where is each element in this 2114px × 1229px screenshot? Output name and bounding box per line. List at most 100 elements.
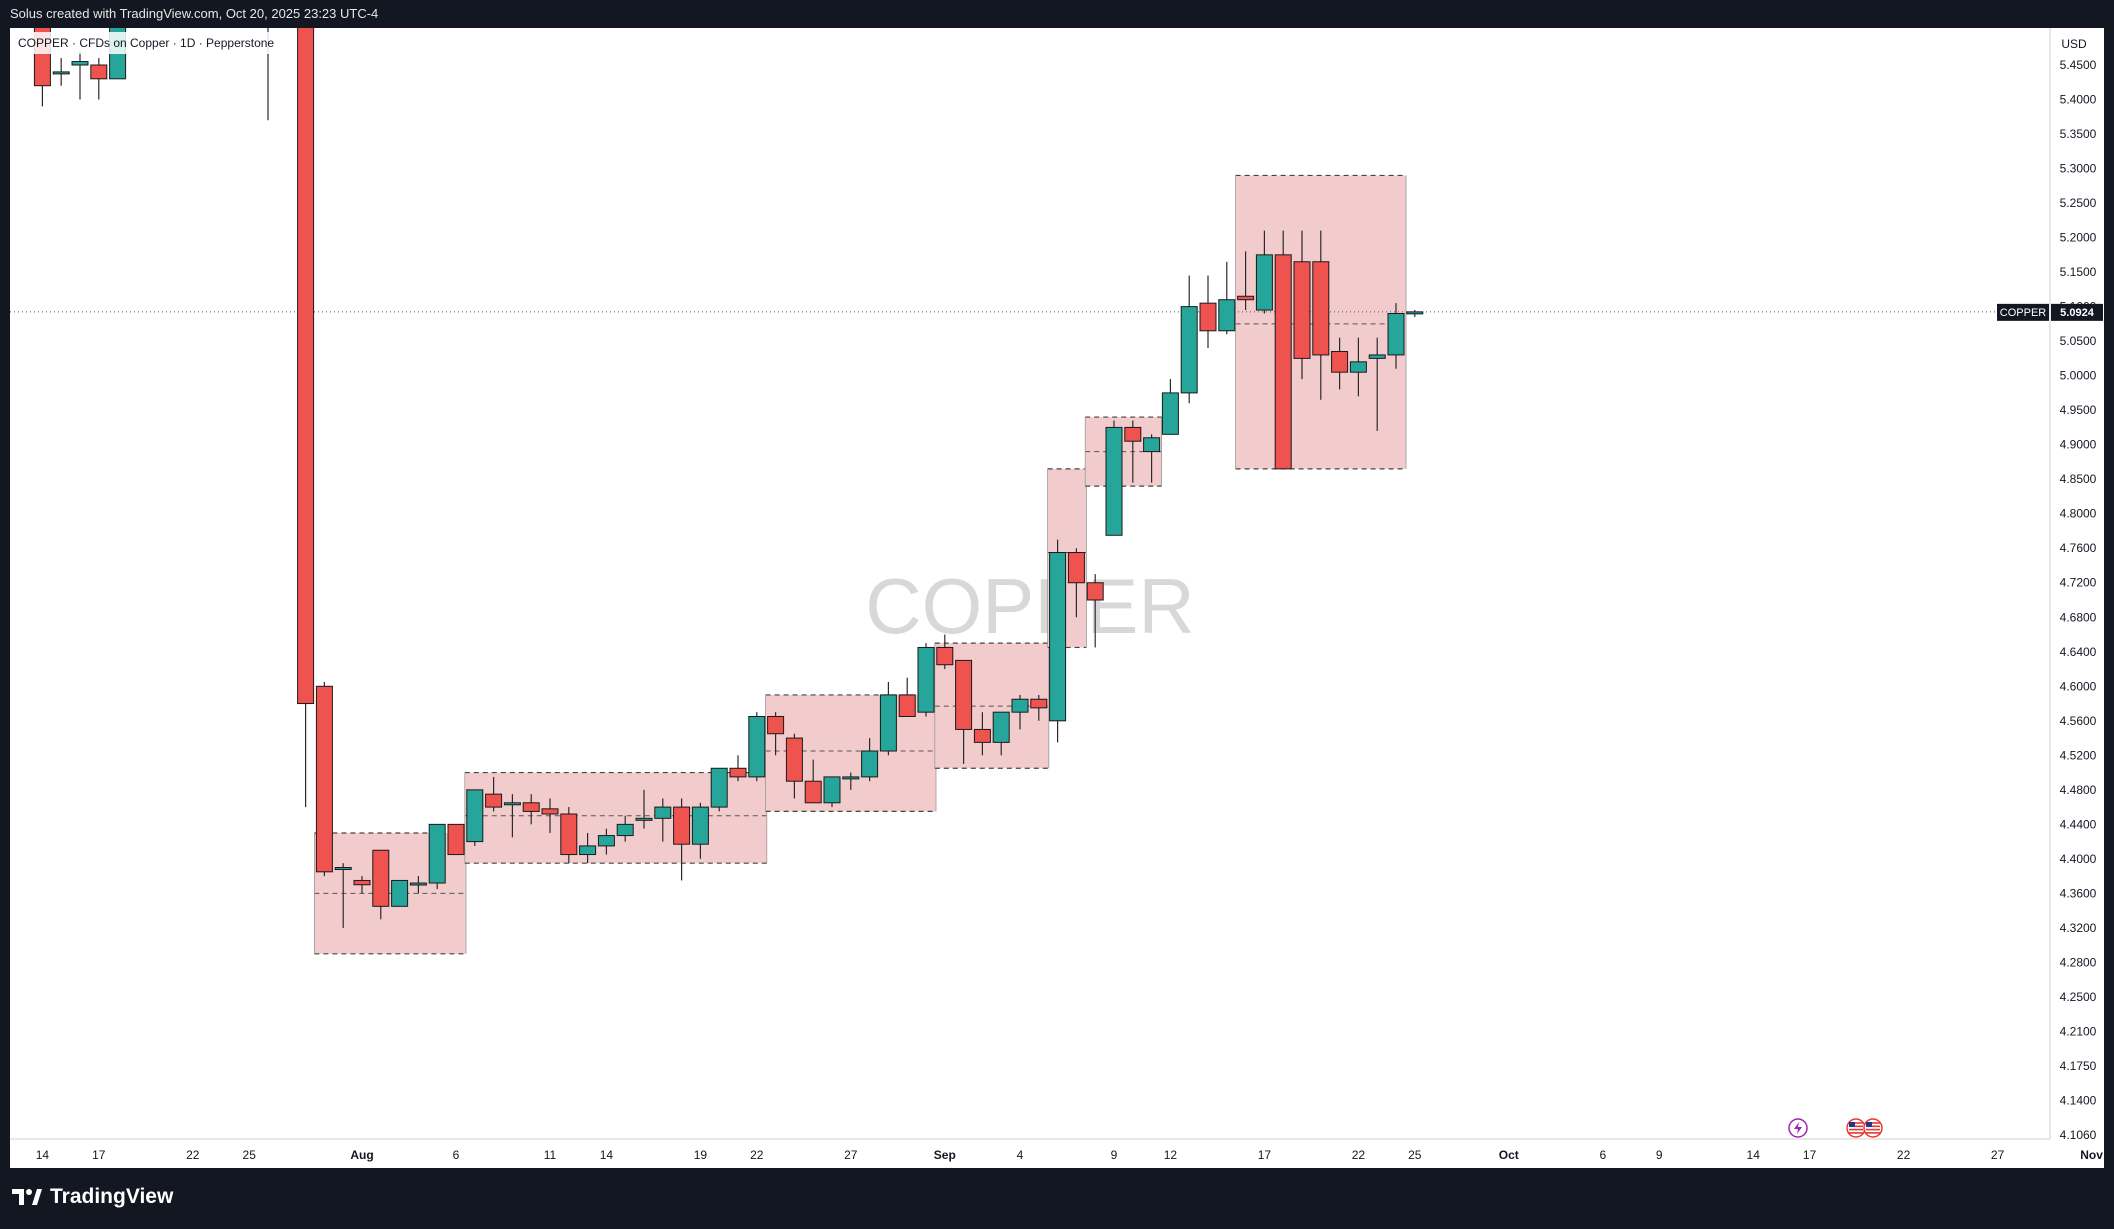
candle-body-up: [52, 71, 70, 75]
price-tick-label: 4.1750: [2060, 1059, 2097, 1073]
candle[interactable]: [748, 712, 766, 782]
currency-label: USD: [2061, 37, 2087, 51]
time-tick-label: 22: [1897, 1148, 1911, 1162]
candle[interactable]: [1218, 261, 1236, 335]
candle[interactable]: [861, 738, 879, 782]
candle[interactable]: [879, 681, 897, 756]
price-tick-label: 4.4000: [2060, 852, 2097, 866]
time-tick-label: Sep: [934, 1148, 956, 1162]
candle[interactable]: [579, 832, 597, 864]
candle[interactable]: [1030, 694, 1048, 721]
candle[interactable]: [955, 659, 973, 764]
candle[interactable]: [823, 776, 841, 808]
candle[interactable]: [1349, 337, 1367, 397]
time-tick-label: 19: [694, 1148, 708, 1162]
time-tick-label: 11: [544, 1148, 557, 1162]
candle-body-up: [597, 835, 615, 847]
candle[interactable]: [785, 733, 803, 799]
candle[interactable]: [1237, 251, 1255, 311]
candle[interactable]: [560, 807, 578, 864]
candle[interactable]: [1387, 303, 1405, 369]
candle[interactable]: [1143, 434, 1161, 483]
candle[interactable]: [917, 643, 935, 717]
price-tick-label: 4.4800: [2060, 783, 2097, 797]
candle[interactable]: [1312, 230, 1330, 400]
price-tick-label: 5.0000: [2060, 369, 2097, 383]
candle[interactable]: [729, 755, 747, 782]
candle[interactable]: [466, 789, 484, 846]
candle[interactable]: [522, 794, 540, 825]
candle[interactable]: [1293, 230, 1311, 380]
candle[interactable]: [691, 802, 709, 859]
candle[interactable]: [1255, 230, 1273, 314]
candle[interactable]: [391, 879, 409, 907]
candle[interactable]: [635, 789, 653, 829]
candle[interactable]: [597, 828, 615, 855]
price-tick-label: 5.3500: [2060, 127, 2097, 141]
chart-area[interactable]: COPPER USD 5.4500 5.4000 5.3500 5.3000 5.2500 5…: [10, 28, 2104, 1168]
last-price-value-tag[interactable]: [2051, 303, 2103, 321]
last-price-symbol-tag[interactable]: [1997, 303, 2049, 321]
candle[interactable]: [1274, 230, 1292, 470]
tradingview-logo[interactable]: TradingView: [12, 1185, 173, 1209]
candle[interactable]: [654, 798, 672, 842]
candle[interactable]: [334, 863, 352, 928]
candle[interactable]: [485, 776, 503, 812]
candle-body-up: [1368, 354, 1386, 359]
time-tick-label: 6: [1599, 1148, 1606, 1162]
price-tick-label: 4.9000: [2060, 438, 2097, 452]
price-tick-label: 5.2500: [2060, 196, 2097, 210]
candle[interactable]: [1105, 420, 1123, 536]
last-price-value-label: 5.0924: [2060, 307, 2095, 319]
candle[interactable]: [936, 634, 954, 670]
candle[interactable]: [447, 823, 465, 856]
candle[interactable]: [710, 767, 728, 812]
candle[interactable]: [1049, 539, 1067, 743]
candle[interactable]: [71, 51, 89, 100]
time-tick-label: 17: [92, 1148, 106, 1162]
candle[interactable]: [767, 712, 785, 756]
candle-body-down: [560, 813, 578, 856]
candle[interactable]: [1368, 337, 1386, 431]
candle[interactable]: [503, 794, 521, 838]
candle[interactable]: [541, 798, 559, 833]
candle[interactable]: [804, 759, 822, 804]
price-chart[interactable]: COPPER USD 5.4500 5.4000 5.3500 5.3000 5.2500 5…: [10, 28, 2104, 1168]
time-tick-label: 6: [453, 1148, 460, 1162]
candle-body-down: [447, 823, 465, 856]
us-flag-event-icon[interactable]: [1863, 1118, 1883, 1138]
candle[interactable]: [842, 772, 860, 790]
candle[interactable]: [1180, 275, 1198, 404]
symbol-legend[interactable]: COPPER · CFDs on Copper · 1D · Peppersto…: [18, 36, 274, 50]
candle-body-up: [334, 867, 352, 870]
time-tick-label: 22: [1352, 1148, 1366, 1162]
candle[interactable]: [428, 823, 446, 890]
candle[interactable]: [1124, 420, 1142, 483]
candle[interactable]: [372, 849, 390, 920]
time-tick-label: 9: [1656, 1148, 1663, 1162]
time-tick-label: 9: [1111, 1148, 1118, 1162]
candle[interactable]: [90, 58, 108, 100]
candle[interactable]: [297, 28, 315, 808]
candle[interactable]: [1199, 275, 1217, 349]
candle[interactable]: [1331, 337, 1349, 390]
price-tick-label: 4.2500: [2060, 990, 2097, 1004]
candle[interactable]: [1067, 548, 1085, 618]
candle[interactable]: [1086, 574, 1104, 648]
candle[interactable]: [992, 711, 1010, 756]
candle[interactable]: [616, 815, 634, 842]
candle[interactable]: [898, 677, 916, 717]
candle[interactable]: [52, 58, 70, 86]
candle[interactable]: [673, 798, 691, 881]
candle[interactable]: [409, 876, 427, 894]
candle[interactable]: [1406, 310, 1424, 317]
candle[interactable]: [1011, 694, 1029, 730]
us-flag-event-icon[interactable]: [1846, 1118, 1866, 1138]
candle[interactable]: [1161, 379, 1179, 435]
candle-body-down: [315, 685, 333, 873]
candle[interactable]: [353, 876, 371, 894]
candle-body-up: [1105, 426, 1123, 536]
candle[interactable]: [315, 681, 333, 877]
candle-body-up: [428, 823, 446, 884]
candle[interactable]: [973, 712, 991, 756]
